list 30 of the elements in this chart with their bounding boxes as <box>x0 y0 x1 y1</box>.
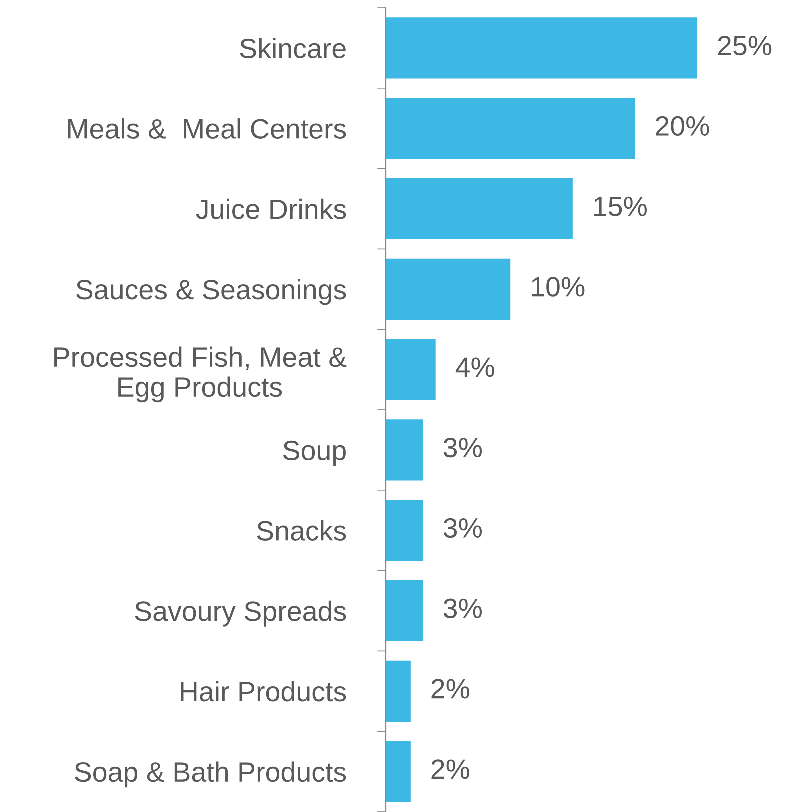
data-label: 3% <box>444 438 482 458</box>
bar <box>386 98 636 160</box>
y-tick-label: Sauces & Seasonings <box>76 279 346 306</box>
bar <box>386 500 424 562</box>
bar <box>386 339 436 400</box>
bar <box>386 178 573 240</box>
data-label: 4% <box>456 358 494 378</box>
data-label: 20% <box>656 116 710 136</box>
y-tick-label: Snacks <box>257 520 346 541</box>
y-tick-label: Soup <box>284 440 346 466</box>
bar <box>386 660 411 722</box>
y-tick-label: Soap & Bath Products <box>75 762 346 788</box>
data-label: 2% <box>432 679 470 699</box>
y-tick-label: Skincare <box>240 38 346 59</box>
y-tick-label: Processed Fish, Meat & Egg Products <box>54 346 347 403</box>
bar <box>386 741 411 802</box>
bar <box>386 580 424 642</box>
data-label: 3% <box>444 518 482 538</box>
data-label: 3% <box>444 598 482 618</box>
data-label: 15% <box>594 196 647 216</box>
bar <box>386 420 424 481</box>
data-label: 2% <box>432 760 470 780</box>
y-tick-label: Meals & Meal Centers <box>68 118 346 139</box>
data-label: 25% <box>718 36 772 56</box>
bar <box>386 258 511 320</box>
y-tick-label: Savoury Spreads <box>135 600 346 627</box>
y-tick-label: Hair Products <box>181 681 346 702</box>
bar <box>386 18 698 79</box>
data-label: 10% <box>532 277 585 297</box>
y-tick-label: Juice Drinks <box>196 198 346 220</box>
